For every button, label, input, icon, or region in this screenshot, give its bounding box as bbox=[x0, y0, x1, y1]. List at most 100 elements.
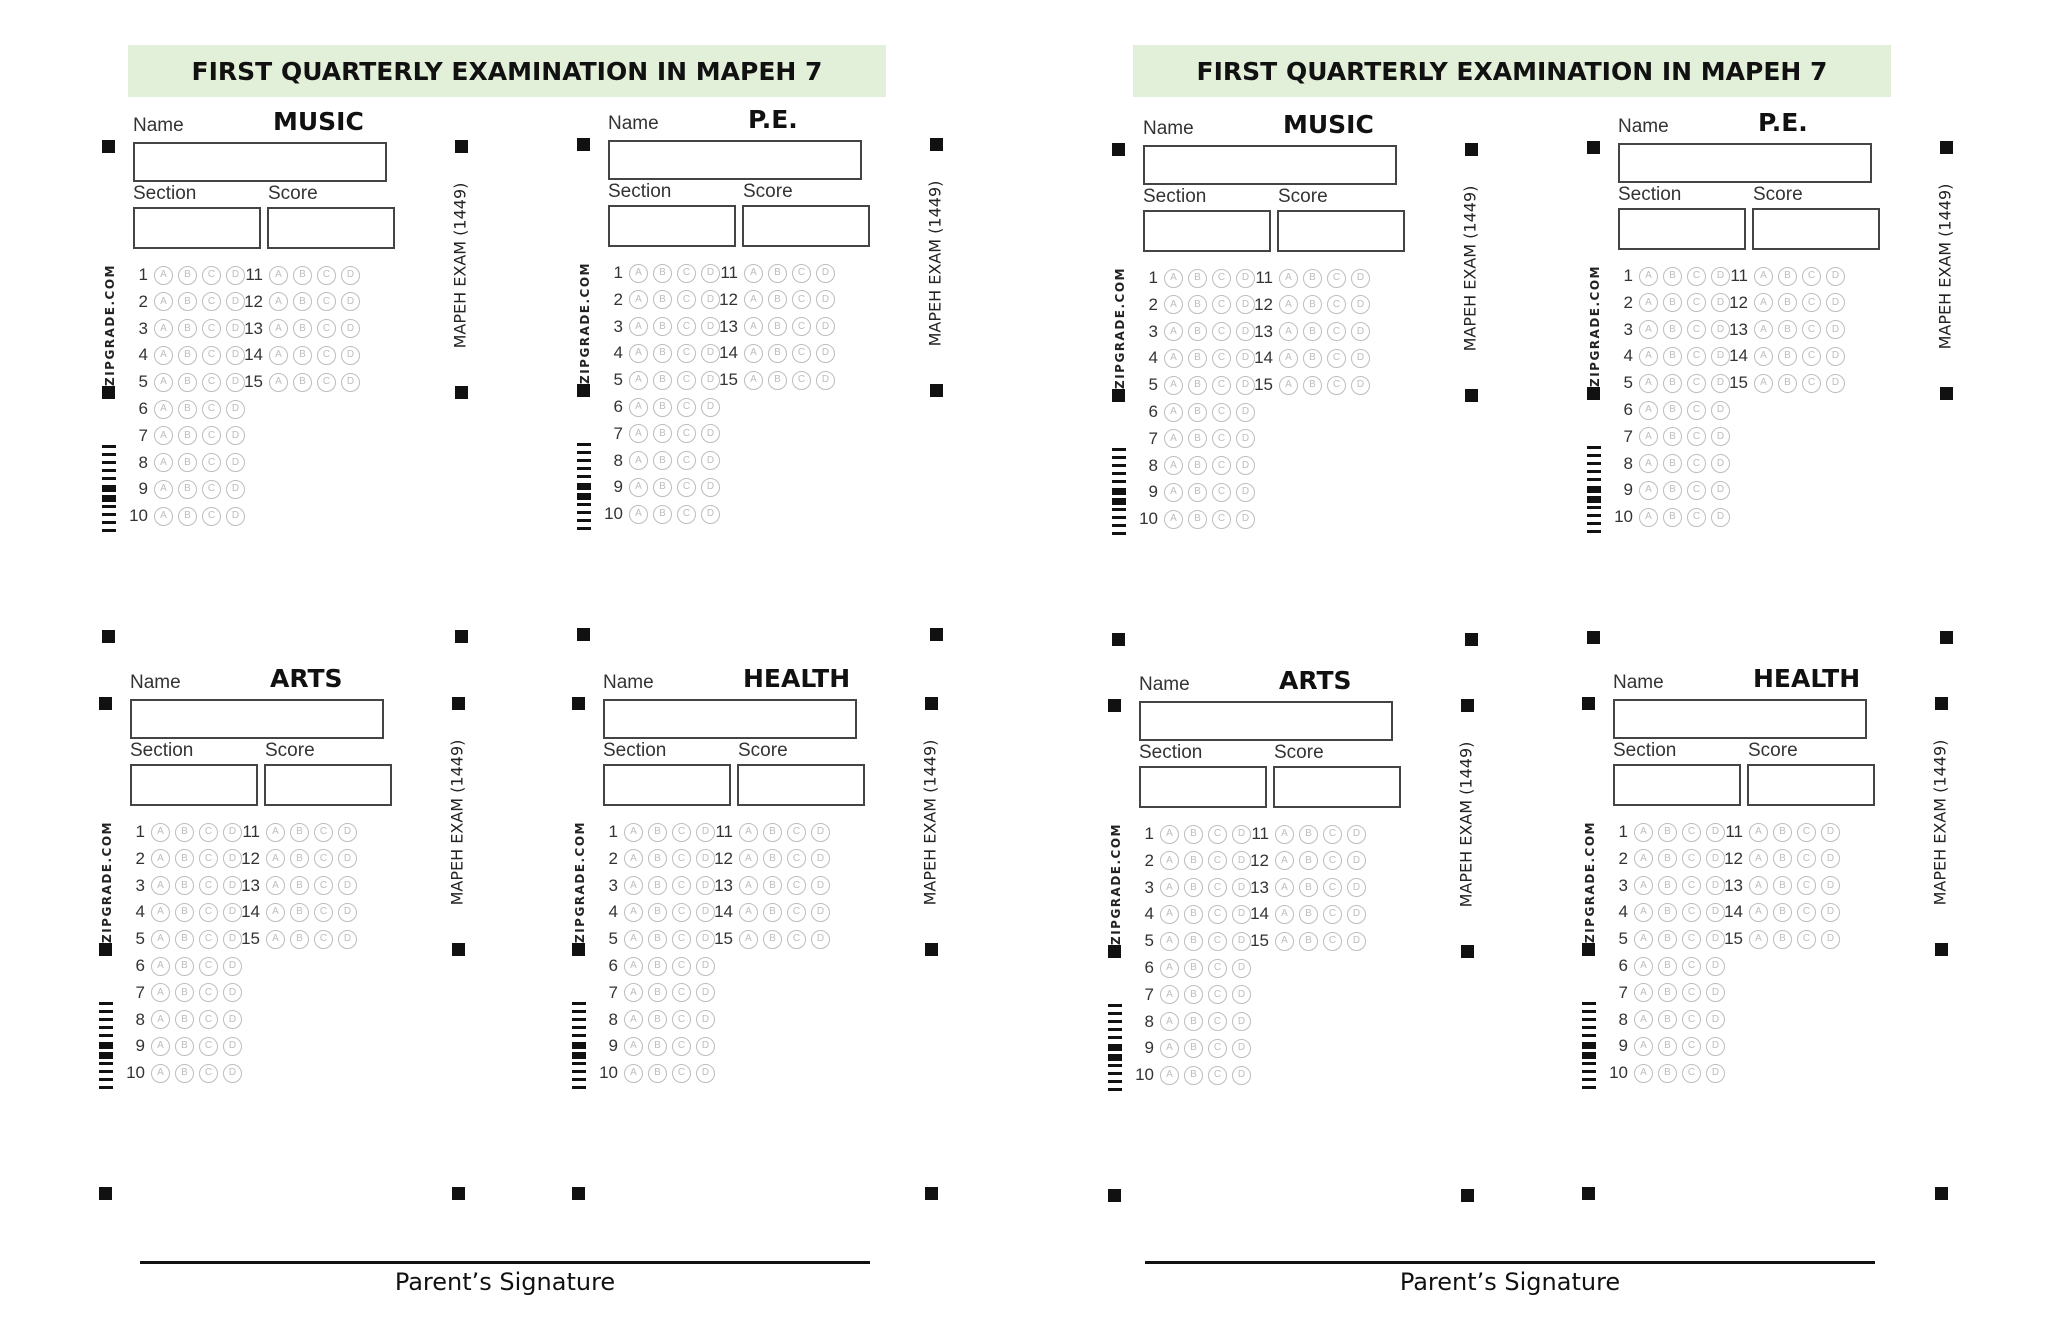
answer-bubble[interactable]: D bbox=[816, 370, 835, 390]
answer-bubble[interactable]: D bbox=[811, 822, 830, 842]
answer-bubble[interactable]: C bbox=[1687, 454, 1706, 474]
answer-bubble[interactable]: B bbox=[293, 372, 312, 392]
answer-bubble[interactable]: D bbox=[341, 345, 360, 365]
answer-bubble[interactable]: D bbox=[811, 929, 830, 949]
answer-bubble[interactable]: B bbox=[648, 1010, 667, 1030]
answer-bubble[interactable]: D bbox=[1347, 851, 1366, 871]
answer-bubble[interactable]: A bbox=[154, 453, 173, 473]
score-field[interactable] bbox=[267, 207, 395, 249]
section-field[interactable] bbox=[133, 207, 261, 249]
answer-bubble[interactable]: C bbox=[1797, 902, 1816, 922]
answer-bubble[interactable]: A bbox=[269, 372, 288, 392]
answer-bubble[interactable]: A bbox=[1639, 507, 1658, 527]
answer-bubble[interactable]: B bbox=[768, 343, 787, 363]
answer-bubble[interactable]: A bbox=[624, 1063, 643, 1083]
answer-bubble[interactable]: B bbox=[768, 263, 787, 283]
answer-bubble[interactable]: A bbox=[266, 822, 285, 842]
answer-bubble[interactable]: B bbox=[1658, 902, 1677, 922]
answer-bubble[interactable]: B bbox=[653, 451, 672, 471]
answer-bubble[interactable]: C bbox=[314, 822, 333, 842]
answer-bubble[interactable]: B bbox=[1188, 268, 1207, 288]
answer-bubble[interactable]: B bbox=[1773, 822, 1792, 842]
answer-bubble[interactable]: C bbox=[677, 477, 696, 497]
answer-bubble[interactable]: B bbox=[290, 849, 309, 869]
answer-bubble[interactable]: D bbox=[811, 902, 830, 922]
answer-bubble[interactable]: A bbox=[629, 477, 648, 497]
answer-bubble[interactable]: B bbox=[763, 902, 782, 922]
answer-bubble[interactable]: B bbox=[293, 292, 312, 312]
answer-bubble[interactable]: C bbox=[787, 849, 806, 869]
answer-bubble[interactable]: A bbox=[1639, 373, 1658, 393]
answer-bubble[interactable]: D bbox=[701, 370, 720, 390]
answer-bubble[interactable]: B bbox=[1658, 1063, 1677, 1083]
answer-bubble[interactable]: A bbox=[1164, 375, 1183, 395]
answer-bubble[interactable]: A bbox=[739, 929, 758, 949]
answer-bubble[interactable]: B bbox=[768, 317, 787, 337]
answer-bubble[interactable]: C bbox=[1208, 931, 1227, 951]
answer-bubble[interactable]: A bbox=[629, 317, 648, 337]
answer-bubble[interactable]: C bbox=[1208, 1038, 1227, 1058]
answer-bubble[interactable]: D bbox=[701, 317, 720, 337]
answer-bubble[interactable]: C bbox=[1323, 878, 1342, 898]
answer-bubble[interactable]: D bbox=[1706, 956, 1725, 976]
answer-bubble[interactable]: D bbox=[1706, 876, 1725, 896]
answer-bubble[interactable]: C bbox=[1687, 427, 1706, 447]
score-field[interactable] bbox=[1277, 210, 1405, 252]
answer-bubble[interactable]: A bbox=[1634, 983, 1653, 1003]
answer-bubble[interactable]: B bbox=[178, 265, 197, 285]
answer-bubble[interactable]: B bbox=[1663, 480, 1682, 500]
answer-bubble[interactable]: B bbox=[178, 426, 197, 446]
answer-bubble[interactable]: A bbox=[1160, 1065, 1179, 1085]
answer-bubble[interactable]: D bbox=[1236, 482, 1255, 502]
answer-bubble[interactable]: B bbox=[648, 1036, 667, 1056]
answer-bubble[interactable]: A bbox=[1754, 373, 1773, 393]
answer-bubble[interactable]: B bbox=[1658, 1010, 1677, 1030]
answer-bubble[interactable]: D bbox=[1711, 454, 1730, 474]
answer-bubble[interactable]: B bbox=[1663, 346, 1682, 366]
answer-bubble[interactable]: D bbox=[1236, 456, 1255, 476]
answer-bubble[interactable]: A bbox=[744, 343, 763, 363]
answer-bubble[interactable]: A bbox=[154, 479, 173, 499]
answer-bubble[interactable]: D bbox=[1351, 268, 1370, 288]
answer-bubble[interactable]: C bbox=[792, 317, 811, 337]
answer-bubble[interactable]: A bbox=[1275, 851, 1294, 871]
answer-bubble[interactable]: B bbox=[648, 902, 667, 922]
answer-bubble[interactable]: D bbox=[1232, 851, 1251, 871]
answer-bubble[interactable]: A bbox=[629, 343, 648, 363]
answer-bubble[interactable]: C bbox=[199, 876, 218, 896]
answer-bubble[interactable]: D bbox=[811, 849, 830, 869]
answer-bubble[interactable]: D bbox=[811, 876, 830, 896]
answer-bubble[interactable]: C bbox=[199, 929, 218, 949]
answer-bubble[interactable]: B bbox=[175, 956, 194, 976]
answer-bubble[interactable]: D bbox=[338, 902, 357, 922]
answer-bubble[interactable]: C bbox=[1687, 480, 1706, 500]
answer-bubble[interactable]: A bbox=[1160, 985, 1179, 1005]
answer-bubble[interactable]: B bbox=[1658, 822, 1677, 842]
answer-bubble[interactable]: C bbox=[787, 876, 806, 896]
answer-bubble[interactable]: B bbox=[648, 876, 667, 896]
answer-bubble[interactable]: C bbox=[677, 343, 696, 363]
answer-bubble[interactable]: C bbox=[677, 290, 696, 310]
answer-bubble[interactable]: C bbox=[1208, 824, 1227, 844]
answer-bubble[interactable]: C bbox=[314, 929, 333, 949]
answer-bubble[interactable]: B bbox=[1778, 320, 1797, 340]
answer-bubble[interactable]: C bbox=[202, 345, 221, 365]
answer-bubble[interactable]: A bbox=[1164, 509, 1183, 529]
answer-bubble[interactable]: D bbox=[1351, 348, 1370, 368]
answer-bubble[interactable]: A bbox=[1160, 824, 1179, 844]
answer-bubble[interactable]: C bbox=[317, 292, 336, 312]
answer-bubble[interactable]: D bbox=[701, 290, 720, 310]
answer-bubble[interactable]: C bbox=[1327, 322, 1346, 342]
answer-bubble[interactable]: A bbox=[1749, 876, 1768, 896]
answer-bubble[interactable]: A bbox=[1160, 958, 1179, 978]
answer-bubble[interactable]: C bbox=[199, 983, 218, 1003]
answer-bubble[interactable]: C bbox=[1327, 295, 1346, 315]
answer-bubble[interactable]: D bbox=[1711, 266, 1730, 286]
section-field[interactable] bbox=[603, 764, 731, 806]
answer-bubble[interactable]: C bbox=[1212, 456, 1231, 476]
answer-bubble[interactable]: A bbox=[1164, 295, 1183, 315]
answer-bubble[interactable]: C bbox=[677, 451, 696, 471]
answer-bubble[interactable]: C bbox=[314, 902, 333, 922]
answer-bubble[interactable]: D bbox=[223, 849, 242, 869]
answer-bubble[interactable]: D bbox=[1821, 849, 1840, 869]
